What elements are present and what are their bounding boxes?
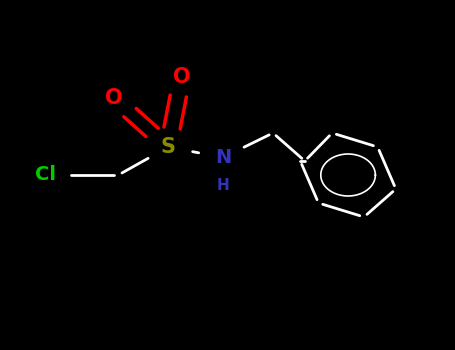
Text: S: S (161, 137, 176, 157)
Text: N: N (215, 148, 231, 167)
Text: O: O (173, 67, 191, 87)
Text: O: O (105, 88, 122, 108)
Text: H: H (217, 178, 229, 193)
Text: Cl: Cl (35, 166, 56, 184)
